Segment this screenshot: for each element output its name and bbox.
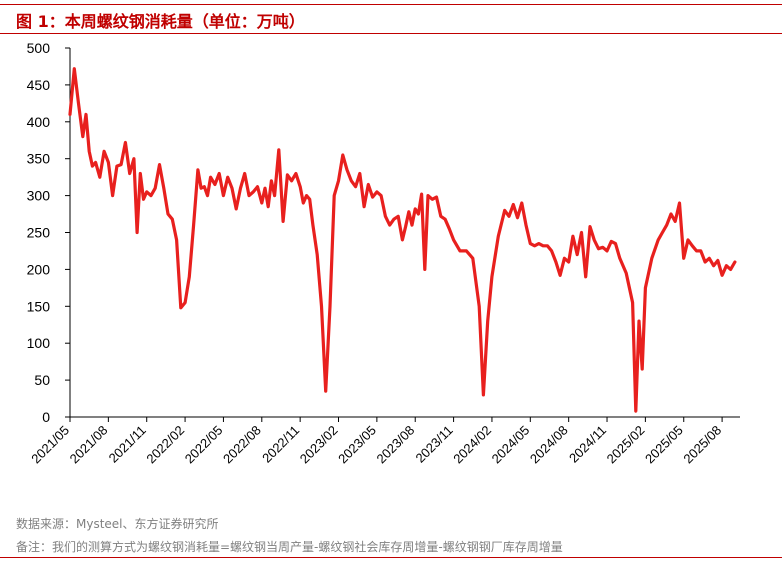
x-tick-label: 2022/08 bbox=[220, 423, 264, 467]
title-rule bbox=[0, 33, 782, 34]
y-tick-label: 50 bbox=[34, 372, 50, 388]
footnote: 备注：我们的测算方式为螺纹钢消耗量=螺纹钢当周产量-螺纹钢社会库存周增量-螺纹钢… bbox=[16, 540, 563, 554]
y-tick-label: 150 bbox=[27, 298, 51, 314]
x-axis: 2021/052021/082021/112022/022022/052022/… bbox=[28, 416, 740, 467]
bottom-rule bbox=[0, 557, 782, 558]
x-tick-label: 2025/02 bbox=[604, 423, 648, 467]
x-tick-label: 2024/08 bbox=[527, 423, 571, 467]
figure-title: 图 1：本周螺纹钢消耗量（单位：万吨） bbox=[16, 12, 305, 31]
x-tick-label: 2023/08 bbox=[374, 423, 418, 467]
y-axis: 0 50 100 150 200 250 300 350 400 450 500 bbox=[27, 40, 71, 425]
x-tick-label: 2025/08 bbox=[680, 423, 724, 467]
y-tick-label: 0 bbox=[42, 409, 50, 425]
x-tick-label: 2022/02 bbox=[143, 423, 187, 467]
x-tick-label: 2023/11 bbox=[413, 423, 456, 466]
x-tick-label: 2023/02 bbox=[297, 423, 341, 467]
series-line bbox=[68, 67, 737, 413]
x-tick-label: 2022/05 bbox=[182, 423, 226, 467]
x-tick-label: 2021/05 bbox=[28, 423, 72, 467]
x-tick-label: 2024/05 bbox=[489, 423, 533, 467]
x-tick-label: 2022/11 bbox=[259, 423, 302, 466]
data-source: 数据来源：Mysteel、东方证券研究所 bbox=[16, 517, 219, 531]
x-tick-label: 2021/08 bbox=[67, 423, 111, 467]
top-rule bbox=[0, 4, 782, 5]
y-tick-label: 300 bbox=[27, 188, 51, 204]
y-tick-label: 500 bbox=[27, 40, 51, 56]
series-layer bbox=[68, 67, 737, 413]
x-tick-label: 2021/11 bbox=[106, 423, 149, 466]
y-tick-label: 200 bbox=[27, 261, 51, 277]
y-tick-label: 400 bbox=[27, 114, 51, 130]
x-tick-label: 2023/05 bbox=[335, 423, 379, 467]
y-tick-label: 350 bbox=[27, 151, 51, 167]
x-tick-label: 2025/05 bbox=[642, 423, 686, 467]
x-tick-label: 2024/11 bbox=[566, 423, 609, 466]
y-tick-label: 250 bbox=[27, 225, 51, 241]
x-tick-label: 2024/02 bbox=[450, 423, 494, 467]
y-tick-label: 450 bbox=[27, 77, 51, 93]
y-tick-label: 100 bbox=[27, 335, 51, 351]
